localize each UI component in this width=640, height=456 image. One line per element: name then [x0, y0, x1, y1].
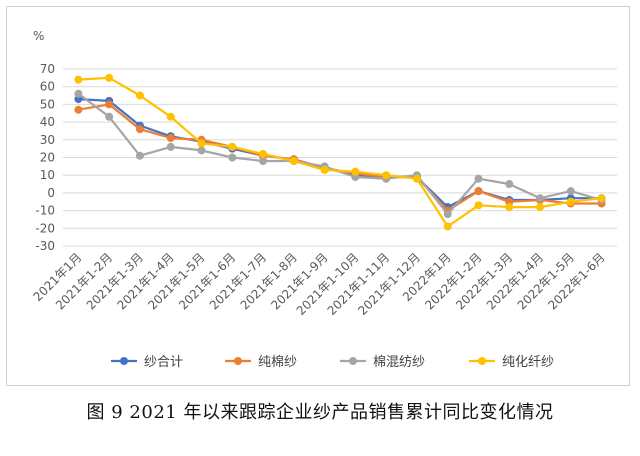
data-point — [474, 174, 483, 183]
data-point — [74, 105, 83, 114]
data-point — [412, 174, 421, 183]
data-point — [382, 171, 391, 180]
data-point — [259, 149, 268, 158]
data-point — [351, 167, 360, 176]
data-point — [505, 203, 514, 212]
legend-swatch-marker — [349, 357, 357, 365]
data-point — [536, 203, 545, 212]
y-tick-label: 60 — [40, 80, 55, 94]
data-point — [166, 134, 175, 143]
data-point — [289, 157, 298, 166]
y-tick-label: 40 — [40, 115, 55, 129]
data-point — [443, 222, 452, 231]
data-point — [135, 91, 144, 100]
data-point — [474, 201, 483, 210]
data-point — [474, 187, 483, 196]
data-point — [259, 157, 268, 166]
data-point — [166, 142, 175, 151]
y-tick-label: 10 — [40, 168, 55, 182]
data-point — [228, 142, 237, 151]
y-tick-label: 30 — [40, 133, 55, 147]
figure-caption: 图 9 2021 年以来跟踪企业纱产品销售累计同比变化情况 — [86, 402, 554, 423]
y-tick-label: -20 — [35, 221, 55, 235]
y-tick-label: -30 — [35, 239, 55, 253]
x-axis-ticks: 2021年1月2021年1-2月2021年1-3月2021年1-4月2021年1… — [31, 250, 608, 318]
data-point — [597, 194, 606, 203]
data-point — [74, 89, 83, 98]
legend-item: 棉混纺纱 — [340, 355, 425, 370]
data-point — [505, 180, 514, 189]
data-point — [320, 165, 329, 174]
data-point — [197, 146, 206, 155]
data-point — [566, 197, 575, 206]
data-point — [74, 75, 83, 84]
y-tick-label: 20 — [40, 151, 55, 165]
chart-frame: % 70 60 50 40 30 20 10 0 -10 -20 -30 2021年1月 2021年1… — [6, 6, 630, 386]
data-point — [443, 210, 452, 219]
y-tick-label: -10 — [35, 204, 55, 218]
series-4 — [74, 73, 606, 231]
data-point — [536, 194, 545, 203]
legend-item: 纱合计 — [111, 355, 183, 370]
legend-swatch-marker — [478, 357, 486, 365]
legend-item: 纯化纤纱 — [469, 355, 554, 370]
series-lines — [74, 73, 606, 231]
legend-item: 纯棉纱 — [225, 355, 297, 370]
grid-lines — [63, 68, 617, 247]
legend-label: 纯棉纱 — [258, 355, 297, 370]
y-tick-label: 0 — [47, 186, 55, 200]
line-chart: % 70 60 50 40 30 20 10 0 -10 -20 -30 2021年1月2021年1… — [31, 29, 617, 370]
data-point — [197, 139, 206, 148]
y-axis-unit-label: % — [33, 29, 44, 43]
series-3 — [74, 89, 606, 219]
series-1 — [74, 95, 606, 212]
data-point — [105, 100, 114, 109]
data-point — [228, 153, 237, 162]
legend-label: 棉混纺纱 — [373, 355, 425, 370]
data-point — [166, 112, 175, 121]
y-tick-label: 70 — [40, 62, 55, 76]
data-point — [135, 151, 144, 160]
data-point — [105, 73, 114, 82]
y-axis-ticks: 70 60 50 40 30 20 10 0 -10 -20 -30 — [35, 62, 55, 253]
data-point — [566, 187, 575, 196]
data-point — [135, 125, 144, 134]
legend-swatch-marker — [120, 357, 128, 365]
legend-label: 纯化纤纱 — [502, 355, 554, 370]
legend: 纱合计 纯棉纱 棉混纺纱 纯化纤纱 — [111, 355, 554, 370]
data-point — [105, 112, 114, 121]
legend-swatch-marker — [234, 357, 242, 365]
series-line — [77, 92, 602, 216]
series-line — [78, 76, 602, 228]
legend-label: 纱合计 — [144, 355, 183, 370]
y-tick-label: 50 — [40, 97, 55, 111]
